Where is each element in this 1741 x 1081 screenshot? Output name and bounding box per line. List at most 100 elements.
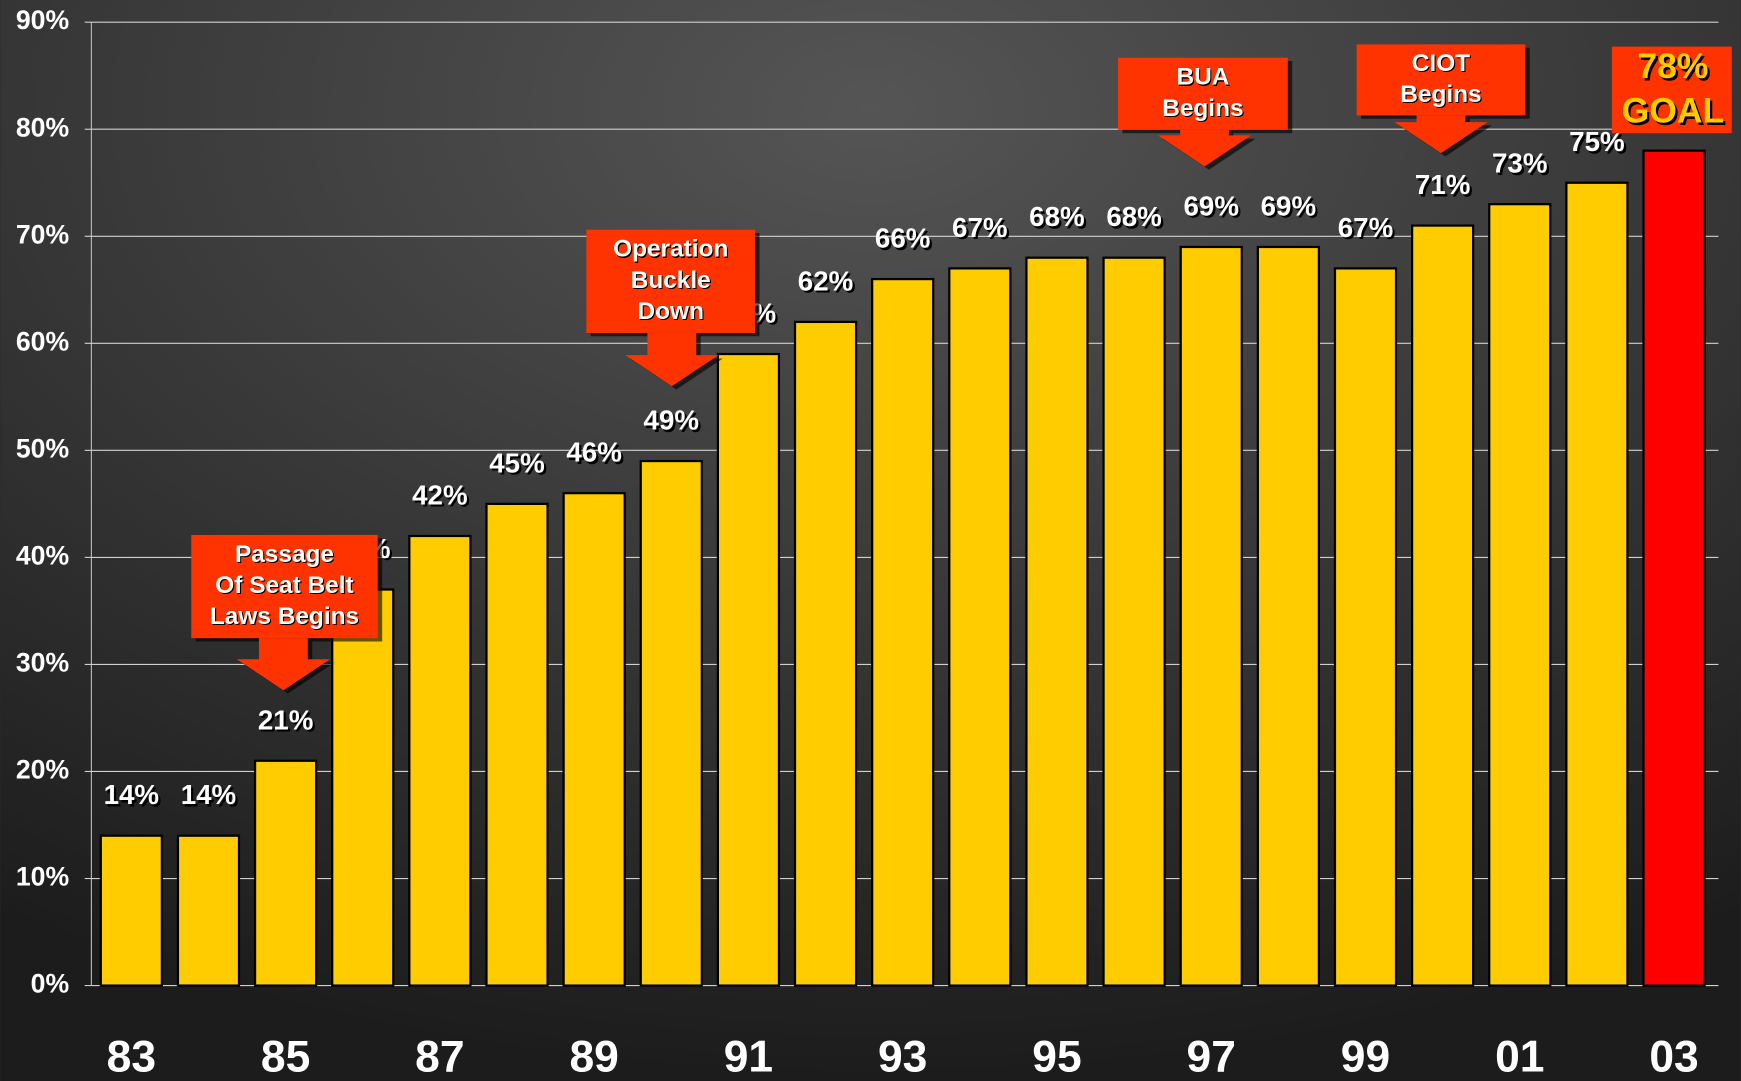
value-label: 68% xyxy=(1029,201,1085,232)
value-label-shadow: 78% xyxy=(1640,48,1711,88)
callout-text: Passage xyxy=(235,541,334,568)
bar xyxy=(716,352,781,987)
callout-box xyxy=(1117,57,1288,130)
value-label-shadow: 71% xyxy=(1417,171,1473,202)
value-label: 78% xyxy=(1637,46,1708,86)
callout-arrow xyxy=(1394,115,1488,154)
value-label-shadow: 42% xyxy=(414,482,470,513)
callout-text: Operation xyxy=(613,236,728,263)
callout-text: Begins xyxy=(1400,81,1481,108)
value-label: 49% xyxy=(644,405,700,436)
value-label: 14% xyxy=(181,779,237,810)
callout-text: Operation xyxy=(614,237,729,264)
callout-text: Laws Begins xyxy=(210,603,359,630)
value-label: 73% xyxy=(1492,148,1548,179)
bar xyxy=(331,588,395,987)
y-tick-label: 80% xyxy=(16,112,69,142)
bar xyxy=(1333,267,1398,987)
value-label: 42% xyxy=(412,479,468,510)
value-label-shadow: 67% xyxy=(1340,214,1396,245)
callout-arrow xyxy=(1157,129,1252,167)
value-label-shadow: 67% xyxy=(954,214,1010,245)
value-label: 46% xyxy=(566,437,622,468)
value-label-shadow: 68% xyxy=(1031,203,1087,234)
bar xyxy=(1102,256,1166,987)
callout-box xyxy=(191,534,378,639)
x-tick-label: 93 xyxy=(878,1033,927,1081)
x-tick-label: 01 xyxy=(1495,1033,1544,1081)
goal-text: GOAL xyxy=(1622,91,1725,131)
bar xyxy=(253,759,318,987)
value-label-shadow: 45% xyxy=(491,450,547,481)
callout-text: BUA xyxy=(1176,64,1229,91)
bar xyxy=(639,459,703,987)
value-label-shadow: 73% xyxy=(1494,150,1550,181)
value-label: 67% xyxy=(952,212,1008,243)
bar xyxy=(793,320,858,987)
x-tick-label: 89 xyxy=(569,1033,618,1081)
callout-text: Of Seat Belt xyxy=(215,572,353,599)
value-label-shadow: 75% xyxy=(1571,128,1627,159)
x-tick-label: 95 xyxy=(1032,1033,1081,1081)
bar xyxy=(1179,245,1243,987)
value-label: 67% xyxy=(1338,212,1394,243)
callout-text: Begins xyxy=(1162,95,1243,122)
value-label-shadow: 49% xyxy=(646,407,702,438)
goal-box xyxy=(1611,46,1732,134)
callout-text: Passage xyxy=(236,542,335,569)
bar xyxy=(1642,149,1706,987)
callout-text: Down xyxy=(639,299,705,326)
bar xyxy=(99,834,163,987)
bar xyxy=(871,277,935,987)
bar xyxy=(1025,256,1089,987)
y-tick-label: 30% xyxy=(16,647,69,677)
x-tick-label: 87 xyxy=(415,1033,464,1081)
y-tick-label: 70% xyxy=(16,219,69,249)
callout-box xyxy=(1356,44,1526,116)
bar xyxy=(1565,181,1629,987)
callout-text: CIOT xyxy=(1412,50,1470,77)
value-label: 62% xyxy=(798,265,854,296)
value-label: 21% xyxy=(258,704,314,735)
x-tick-label: 83 xyxy=(107,1033,156,1081)
callout-text: BUA xyxy=(1178,65,1231,92)
callout-text: CIOT xyxy=(1413,51,1471,78)
x-tick-label: 99 xyxy=(1341,1033,1390,1081)
callout-arrow xyxy=(625,332,719,387)
callout-text: Buckle xyxy=(631,267,711,294)
callout-text: Begins xyxy=(1163,96,1244,123)
callout-text: Of Seat Belt xyxy=(216,573,354,600)
value-label: 68% xyxy=(1106,201,1162,232)
x-tick-label: 03 xyxy=(1649,1033,1698,1081)
value-label-shadow: 69% xyxy=(1186,193,1242,224)
y-tick-label: 0% xyxy=(31,969,69,999)
x-tick-label: 85 xyxy=(261,1033,310,1081)
value-label-shadow: 68% xyxy=(1109,203,1165,234)
callout-arrow xyxy=(236,638,330,691)
bar xyxy=(176,834,241,987)
bar xyxy=(562,492,626,987)
bar xyxy=(408,534,472,987)
bar xyxy=(1488,203,1552,987)
value-label: 71% xyxy=(1415,169,1471,200)
y-tick-label: 20% xyxy=(16,755,69,785)
callout-box xyxy=(586,229,756,333)
y-tick-label: 60% xyxy=(16,326,69,356)
value-label-shadow: 46% xyxy=(569,439,625,470)
bar xyxy=(1411,224,1475,987)
value-label: 14% xyxy=(104,779,160,810)
goal-text-shadow: GOAL xyxy=(1624,93,1727,133)
callout-text: Down xyxy=(638,298,704,325)
callout-text: Buckle xyxy=(632,268,712,295)
value-label: 69% xyxy=(1261,190,1317,221)
y-tick-label: 90% xyxy=(16,5,69,35)
value-label-shadow: 21% xyxy=(260,706,316,737)
value-label-shadow: 14% xyxy=(183,781,239,812)
y-tick-label: 50% xyxy=(16,433,69,463)
value-label: 66% xyxy=(875,223,931,254)
y-tick-label: 10% xyxy=(16,862,69,892)
value-label-shadow: 66% xyxy=(877,225,933,256)
bar xyxy=(1256,245,1320,987)
callout-text: Begins xyxy=(1401,82,1482,109)
y-tick-label: 40% xyxy=(16,540,69,570)
